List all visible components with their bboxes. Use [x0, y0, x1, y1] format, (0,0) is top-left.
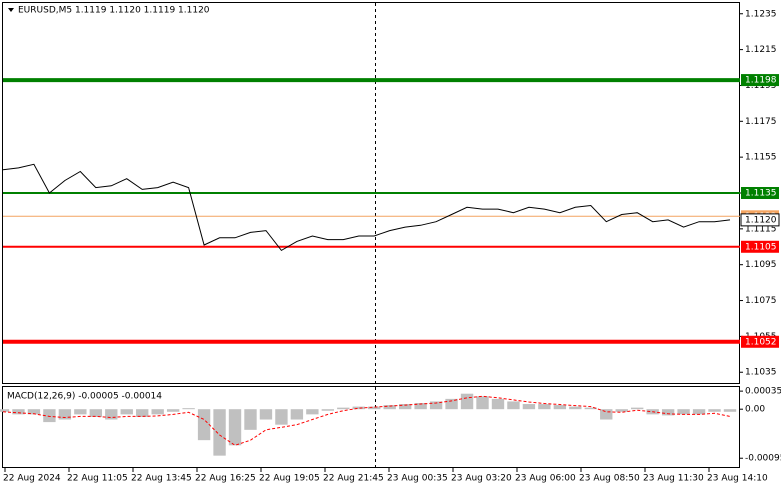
y-tick-label: 1.1115 — [745, 224, 777, 234]
x-tick-label: 23 Aug 11:30 — [643, 474, 704, 484]
y-tick-label: 1.1095 — [745, 260, 777, 270]
level-label-bg — [741, 335, 779, 348]
macd-window — [2, 386, 740, 468]
y-tick-label: 1.1035 — [745, 368, 777, 378]
x-tick-label: 23 Aug 03:20 — [451, 474, 512, 484]
y-tick-label: 1.1075 — [745, 296, 777, 306]
x-tick-label: 23 Aug 14:10 — [707, 474, 768, 484]
y-tick-label: 0.00 — [745, 405, 765, 415]
macd-bar — [383, 405, 396, 410]
x-tick-label: 23 Aug 00:35 — [387, 474, 448, 484]
y-tick-label: 1.1155 — [745, 153, 777, 163]
macd-bar — [12, 409, 25, 415]
level-label-bg — [741, 240, 779, 253]
level-label: 1.1198 — [745, 76, 777, 86]
macd-bar — [0, 409, 10, 412]
macd-bar — [197, 409, 211, 441]
macd-bar — [213, 409, 226, 456]
macd-bar — [677, 409, 690, 415]
level-label-bg — [741, 74, 779, 87]
macd-bar — [166, 409, 180, 412]
macd-bar — [491, 398, 505, 410]
level-label-bg — [741, 187, 779, 199]
menu-arrow — [8, 8, 14, 12]
x-tick-label: 22 Aug 2024 — [3, 474, 61, 484]
macd-bar — [136, 409, 149, 417]
x-tick-label: 22 Aug 13:45 — [131, 474, 192, 484]
level-label: 1.1135 — [745, 189, 777, 199]
macd-bar — [538, 404, 551, 410]
macd-bar — [692, 409, 706, 415]
x-tick-label: 22 Aug 19:05 — [259, 474, 320, 484]
macd-bar — [290, 409, 304, 420]
macd-bar — [120, 409, 133, 415]
macd-bar — [429, 401, 443, 410]
bid-label: 1.1120 — [745, 215, 777, 225]
macd-bar — [151, 409, 164, 415]
level-label: 1.1105 — [745, 242, 777, 252]
x-tick-label: 23 Aug 08:50 — [579, 474, 640, 484]
macd-bar — [368, 406, 381, 410]
x-tick-label: 22 Aug 11:05 — [67, 474, 128, 484]
macd-bar — [600, 409, 613, 420]
bid-label-bg — [740, 213, 780, 227]
macd-bar — [569, 406, 582, 410]
x-tick-label: 23 Aug 06:00 — [515, 474, 576, 484]
macd-bar — [306, 409, 319, 415]
macd-bar — [275, 409, 288, 425]
macd-bar — [584, 407, 597, 410]
macd-bar — [244, 409, 257, 430]
macd-bar — [615, 409, 628, 412]
y-tick-label: -0.00095 — [745, 454, 781, 464]
macd-title: MACD(12,26,9) -0.00005 -0.00014 — [7, 392, 162, 402]
macd-bar — [89, 409, 102, 417]
macd-bar — [445, 398, 458, 410]
macd-bar — [182, 408, 195, 410]
y-tick-label: 1.1175 — [745, 117, 777, 127]
macd-bar — [74, 409, 87, 415]
macd-bar — [507, 401, 520, 410]
macd-bar — [723, 409, 737, 412]
macd-bar — [553, 405, 567, 410]
level-label: 1.1052 — [745, 337, 777, 347]
macd-bar — [58, 409, 72, 420]
macd-bar — [460, 393, 474, 410]
macd-bar — [259, 409, 273, 420]
macd-bar — [708, 409, 721, 412]
macd-bar — [476, 396, 489, 410]
x-tick-label: 22 Aug 21:45 — [323, 474, 384, 484]
price-line — [2, 163, 731, 252]
y-tick-label: 1.1235 — [745, 9, 777, 19]
macd-bar — [337, 407, 350, 410]
macd-bar — [661, 409, 675, 416]
macd-bar — [352, 406, 365, 410]
macd-bar — [321, 409, 335, 411]
macd-bar — [27, 409, 41, 415]
y-tick-label: 0.00035 — [745, 387, 781, 397]
macd-bar — [631, 407, 644, 410]
y-tick-label: 1.1215 — [745, 45, 777, 55]
x-tick-label: 22 Aug 16:25 — [195, 474, 256, 484]
macd-bar — [43, 409, 56, 423]
macd-bar — [228, 409, 242, 446]
macd-bar — [398, 404, 412, 410]
macd-bar — [105, 409, 118, 420]
chart-title: EURUSD,M5 1.1119 1.1120 1.1119 1.1120 — [18, 6, 210, 16]
signal-line — [2, 395, 731, 446]
macd-bar — [414, 403, 427, 410]
macd-bar — [522, 404, 536, 410]
